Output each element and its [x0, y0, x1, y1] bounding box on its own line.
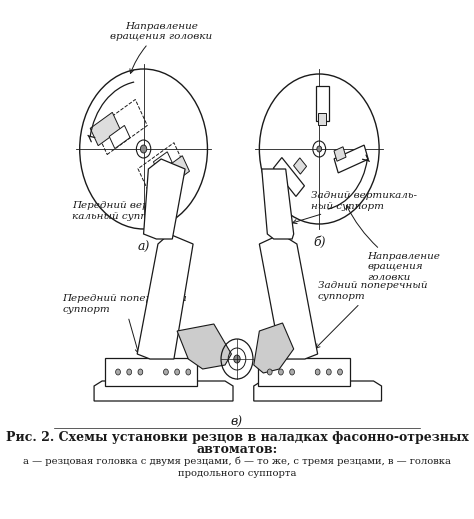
Circle shape: [127, 369, 132, 375]
Circle shape: [175, 369, 180, 375]
Text: Направление
вращения
головки: Направление вращения головки: [346, 206, 440, 282]
Circle shape: [327, 369, 331, 375]
Text: Передний верти-
кальный суппорт: Передний верти- кальный суппорт: [72, 201, 169, 225]
Polygon shape: [144, 159, 185, 239]
Polygon shape: [254, 323, 294, 373]
Text: а — резцовая головка с двумя резцами, б — то же, с тремя резцами, в — головка: а — резцовая головка с двумя резцами, б …: [23, 457, 451, 467]
Polygon shape: [319, 113, 327, 125]
Circle shape: [186, 369, 191, 375]
Text: Направление
вращения головки: Направление вращения головки: [110, 22, 212, 73]
Circle shape: [267, 369, 272, 375]
Circle shape: [315, 369, 320, 375]
Text: б): б): [313, 236, 326, 249]
Polygon shape: [162, 156, 190, 186]
Circle shape: [337, 369, 342, 375]
Polygon shape: [293, 158, 307, 174]
Polygon shape: [109, 126, 130, 148]
Circle shape: [279, 369, 283, 375]
Text: Задний вертикаль-
ный суппорт: Задний вертикаль- ный суппорт: [292, 192, 417, 224]
Circle shape: [290, 369, 294, 375]
Text: автоматов:: автоматов:: [196, 443, 278, 456]
Polygon shape: [316, 86, 329, 120]
Bar: [105, 358, 197, 386]
Polygon shape: [334, 145, 368, 173]
Polygon shape: [273, 158, 304, 197]
Polygon shape: [254, 381, 382, 401]
Text: Передний поперечный
суппорт: Передний поперечный суппорт: [62, 294, 187, 353]
Polygon shape: [94, 381, 233, 401]
Text: Задний поперечный
суппорт: Задний поперечный суппорт: [316, 281, 427, 348]
Circle shape: [138, 369, 143, 375]
Text: а): а): [137, 241, 150, 254]
Circle shape: [317, 146, 322, 152]
Text: Рис. 2. Схемы установки резцов в наладках фасонно-отрезных: Рис. 2. Схемы установки резцов в наладка…: [6, 431, 468, 444]
Circle shape: [116, 369, 120, 375]
Bar: [258, 358, 350, 386]
Circle shape: [164, 369, 168, 375]
Polygon shape: [154, 152, 172, 172]
Polygon shape: [262, 169, 294, 239]
Polygon shape: [177, 324, 231, 369]
Text: продольного суппорта: продольного суппорта: [178, 469, 296, 478]
Polygon shape: [259, 234, 318, 359]
Circle shape: [234, 355, 240, 363]
Polygon shape: [334, 147, 346, 161]
Text: в): в): [231, 416, 243, 429]
Circle shape: [140, 145, 147, 153]
Polygon shape: [137, 234, 193, 359]
Polygon shape: [90, 112, 120, 146]
